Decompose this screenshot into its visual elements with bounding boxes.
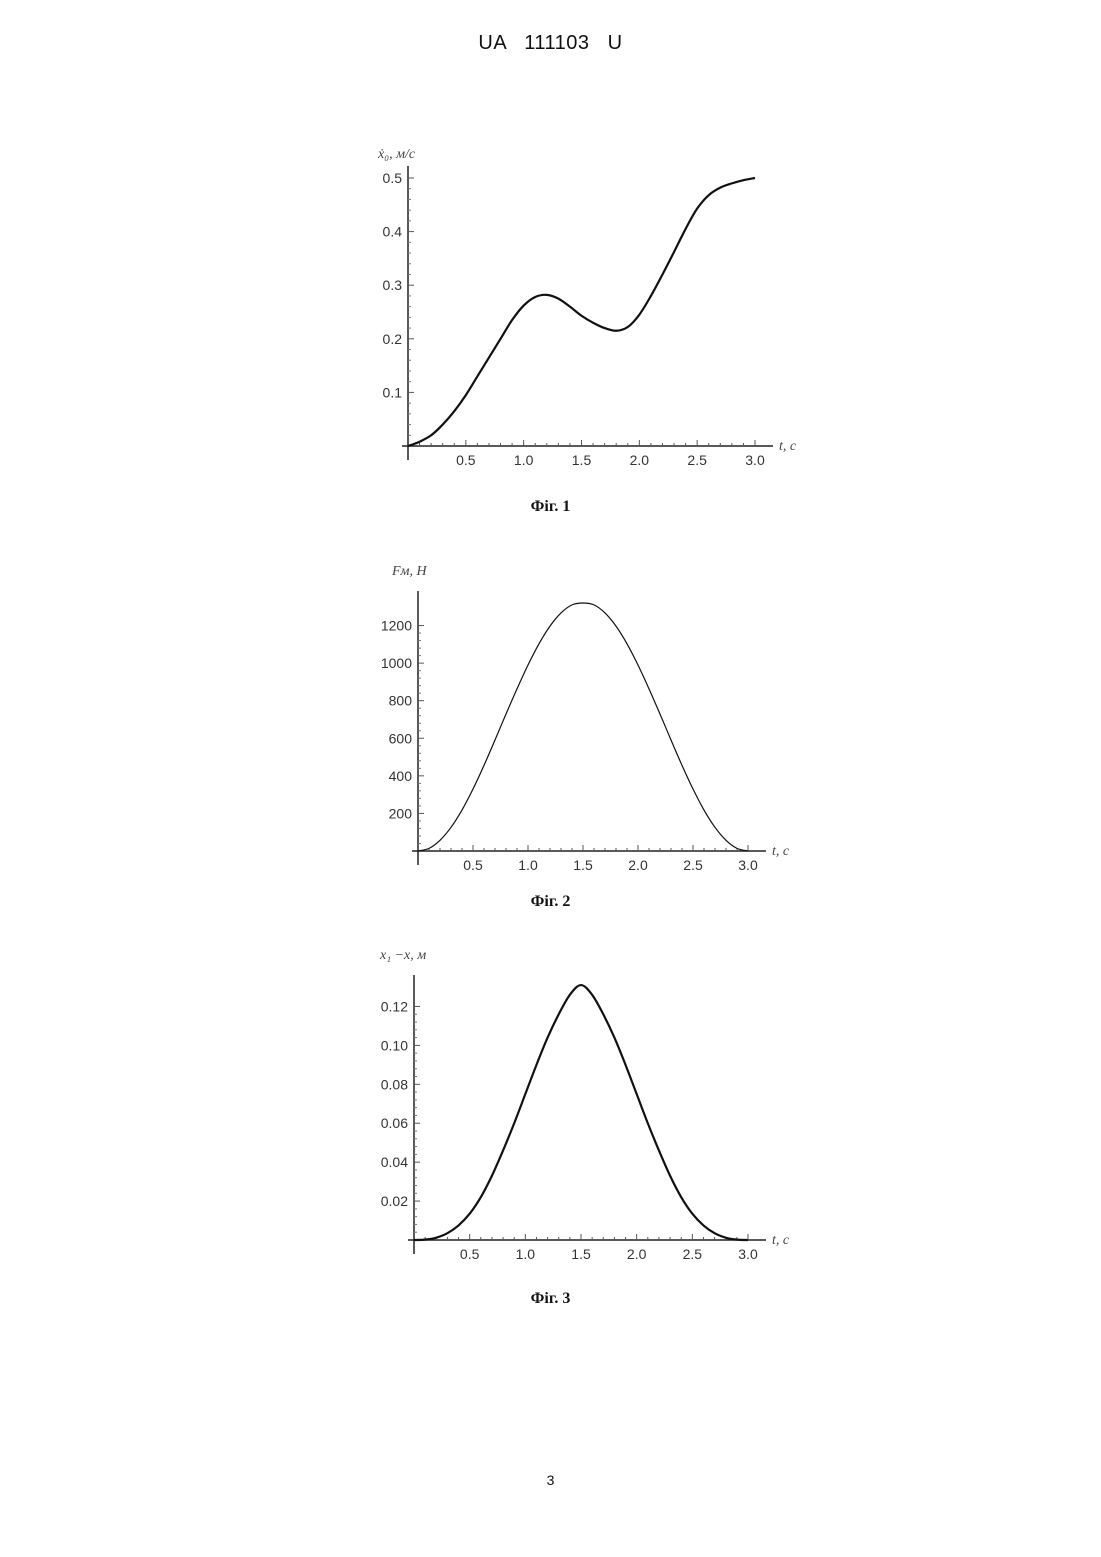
y-tick-label: 600 xyxy=(389,730,413,746)
x-tick-label: 1.5 xyxy=(571,1246,591,1262)
chart-fig-3: 0.5 1.0 1.5 2.0 2.5 3.0 0.02 0.04 0.06 0.08 0.10 0.… xyxy=(340,940,810,1275)
x-tick-label: 1.5 xyxy=(573,857,593,873)
series-line xyxy=(418,603,748,851)
figure-2: 0.5 1.0 1.5 2.0 2.5 3.0 200 400 600 800 1000 1200 Fм… xyxy=(340,555,810,885)
x-tick-label: 0.5 xyxy=(463,857,483,873)
y-tick-label: 400 xyxy=(389,768,413,784)
chart-fig-2: 0.5 1.0 1.5 2.0 2.5 3.0 200 400 600 800 1000 1200 Fм… xyxy=(340,555,810,885)
y-axis-label: Fм, Н xyxy=(391,564,427,579)
x-tick-label: 2.5 xyxy=(683,1246,703,1262)
y-tick-label: 800 xyxy=(389,693,413,709)
y-tick-label: 1000 xyxy=(381,655,412,671)
page-number: 3 xyxy=(0,1472,1101,1488)
x-tick-label: 1.0 xyxy=(516,1246,536,1262)
x-tick-label: 2.0 xyxy=(628,857,648,873)
x-tick-label: 2.0 xyxy=(627,1246,647,1262)
y-tick-label: 0.12 xyxy=(381,998,408,1014)
y-tick-label: 1200 xyxy=(381,618,412,634)
x-tick-label: 0.5 xyxy=(460,1246,480,1262)
y-tick-label: 0.08 xyxy=(381,1076,408,1092)
y-axis-label: x₁ −x, м xyxy=(379,948,426,963)
y-tick-label: 0.06 xyxy=(381,1115,408,1131)
x-tick-label: 3.0 xyxy=(738,1246,758,1262)
x-tick-label: 0.5 xyxy=(456,452,476,468)
y-tick-label: 0.1 xyxy=(383,384,403,400)
figure-3-caption: Фіг. 3 xyxy=(0,1290,1101,1308)
x-axis-label: t, с xyxy=(779,439,797,454)
x-tick-label: 2.0 xyxy=(630,452,650,468)
x-tick-label: 3.0 xyxy=(738,857,758,873)
document-header: UA 111103 U xyxy=(0,32,1101,55)
x-tick-label: 2.5 xyxy=(687,452,707,468)
figure-1-caption: Фіг. 1 xyxy=(0,498,1101,516)
y-tick-label: 0.02 xyxy=(381,1193,408,1209)
series-line xyxy=(408,178,755,446)
x-axis-label: t, с xyxy=(772,844,790,859)
y-tick-label: 200 xyxy=(389,805,413,821)
y-axis-label: ẋ₀, м/с xyxy=(377,147,416,162)
x-tick-label: 1.0 xyxy=(518,857,538,873)
figure-2-caption: Фіг. 2 xyxy=(0,893,1101,911)
figure-3: 0.5 1.0 1.5 2.0 2.5 3.0 0.02 0.04 0.06 0.08 0.10 0.… xyxy=(340,940,810,1275)
series-line xyxy=(414,985,748,1240)
figure-1: 0.5 1.0 1.5 2.0 2.5 3.0 0.1 0.2 0.3 0.4 0.5 ẋ₀, м/с… xyxy=(340,140,810,480)
y-tick-label: 0.2 xyxy=(383,331,403,347)
y-tick-label: 0.5 xyxy=(383,170,403,186)
y-tick-label: 0.4 xyxy=(383,224,403,240)
y-tick-label: 0.10 xyxy=(381,1037,408,1053)
y-tick-label: 0.04 xyxy=(381,1154,408,1170)
chart-fig-1: 0.5 1.0 1.5 2.0 2.5 3.0 0.1 0.2 0.3 0.4 0.5 ẋ₀, м/с… xyxy=(340,140,810,480)
y-tick-label: 0.3 xyxy=(383,277,403,293)
x-axis-label: t, с xyxy=(772,1233,790,1248)
x-tick-label: 1.0 xyxy=(514,452,534,468)
x-tick-label: 1.5 xyxy=(572,452,592,468)
x-tick-label: 2.5 xyxy=(683,857,703,873)
x-tick-label: 3.0 xyxy=(745,452,765,468)
